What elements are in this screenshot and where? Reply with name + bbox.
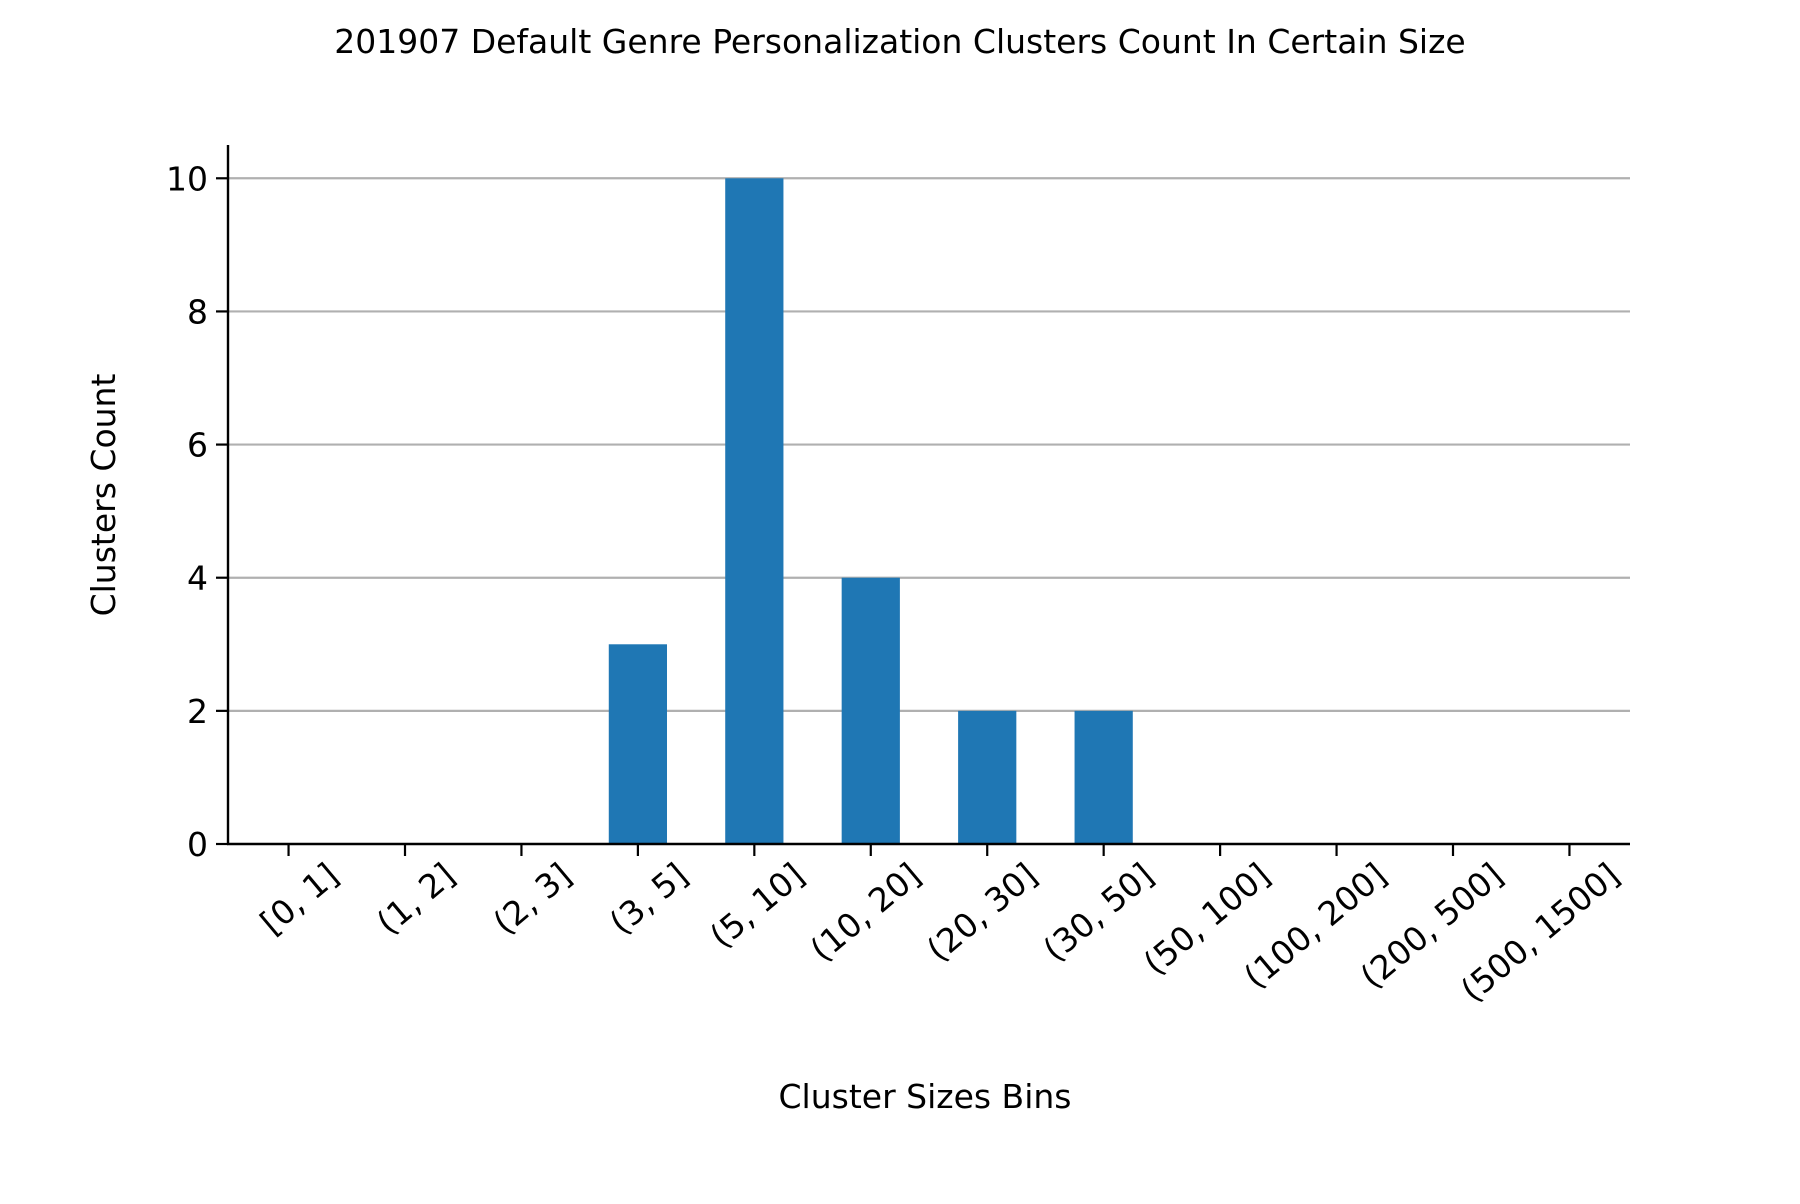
x-tick-label: (10, 20] — [803, 855, 928, 969]
bar — [958, 710, 1017, 844]
x-tick-label: (1, 2] — [369, 855, 462, 942]
bar — [725, 178, 784, 845]
bars — [608, 178, 1133, 845]
y-axis-label: Clusters Count — [84, 374, 123, 617]
axes — [226, 145, 1630, 846]
x-tick-label: (5, 10] — [702, 855, 811, 955]
x-axis-ticks: [0, 1] (1, 2] (2, 3] (3, 5] (5, 10](10, 20](… — [253, 844, 1627, 1010]
y-tick-label: 10 — [166, 159, 208, 198]
bar — [608, 644, 667, 844]
y-tick-label: 6 — [187, 426, 208, 465]
y-axis-ticks: 0 2 4 6 8 10 — [166, 159, 228, 864]
grid-lines — [228, 177, 1630, 712]
x-tick-label: (3, 5] — [602, 855, 695, 942]
x-tick-label: (20, 30] — [919, 855, 1044, 969]
y-tick-label: 4 — [187, 559, 208, 598]
bar — [841, 577, 900, 844]
x-tick-label: (2, 3] — [486, 855, 579, 942]
x-axis-label: Cluster Sizes Bins — [779, 1077, 1072, 1116]
y-tick-label: 0 — [187, 825, 208, 864]
x-tick-label: [0, 1] — [253, 855, 346, 942]
chart-title: 201907 Default Genre Personalization Clu… — [334, 22, 1465, 61]
y-tick-label: 2 — [187, 692, 208, 731]
y-tick-label: 8 — [187, 292, 208, 331]
bar — [1074, 710, 1133, 844]
